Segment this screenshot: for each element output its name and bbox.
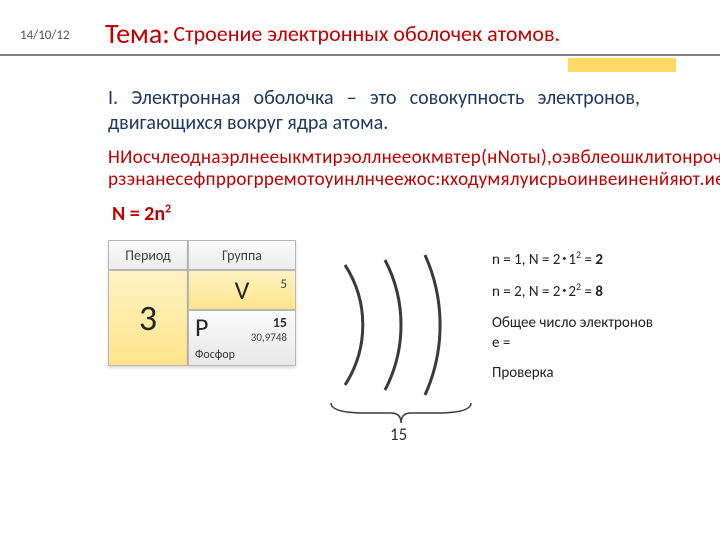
element-symbol: P bbox=[195, 311, 208, 343]
check-label: Проверка bbox=[492, 363, 702, 383]
calc-row-n1: n = 1, N = 2•12 = 2 bbox=[492, 248, 702, 270]
r2-prefix: n = 2, N = 2 bbox=[492, 283, 560, 301]
r1-mid: 1 bbox=[568, 251, 576, 269]
total-text: Общее число электронов bbox=[492, 314, 653, 332]
period-value: 3 bbox=[108, 270, 188, 366]
r1-prefix: n = 1, N = 2 bbox=[492, 251, 560, 269]
overlap-line-2: рзэнанесефпррогрремотоуинлнчеежос:кходум… bbox=[108, 168, 640, 191]
shell-arc-1 bbox=[345, 265, 363, 385]
calc-row-n2: n = 2, N = 2•22 = 8 bbox=[492, 280, 702, 302]
shell-arc-2 bbox=[385, 260, 401, 390]
electron-shells-diagram bbox=[320, 250, 480, 400]
group-roman: V bbox=[235, 274, 250, 306]
overlapped-red-text: НИосчлеоднаэрлнееыкмтирэоллнееокмвтер(нN… bbox=[108, 146, 640, 204]
total-electrons-label: Общее число электронов e = bbox=[492, 313, 702, 354]
shell-arc-3 bbox=[425, 255, 440, 395]
r1-result: 2 bbox=[595, 251, 603, 269]
r2-mid: 2 bbox=[568, 283, 576, 301]
atomic-number: 15 bbox=[273, 314, 287, 331]
r2-eq: = bbox=[581, 283, 595, 301]
slide-title: Тема: Строение электронных оболочек атом… bbox=[105, 16, 560, 51]
formula-n-eq-2n2: N = 2n2 bbox=[112, 202, 171, 226]
formula-base: N = 2n bbox=[112, 202, 165, 226]
element-name: Фосфор bbox=[195, 348, 235, 362]
title-underline bbox=[0, 54, 720, 56]
total-e: e = bbox=[492, 334, 510, 352]
element-cell: P 15 30,9748 Фосфор bbox=[188, 310, 296, 366]
title-rest: Строение электронных оболочек атомов. bbox=[173, 20, 560, 47]
r1-eq: = bbox=[581, 251, 595, 269]
accent-rectangle bbox=[568, 58, 676, 72]
calculations-column: n = 1, N = 2•12 = 2 n = 2, N = 2•22 = 8 … bbox=[492, 248, 702, 393]
brace-label: 15 bbox=[390, 424, 407, 445]
header-group: Группа bbox=[188, 240, 296, 270]
title-prefix: Тема: bbox=[105, 16, 170, 51]
header-period: Период bbox=[108, 240, 188, 270]
atomic-mass: 30,9748 bbox=[251, 331, 287, 344]
periodic-fragment: Период Группа 3 V 5 P 15 30,9748 Фосфор bbox=[108, 240, 296, 366]
formula-exponent: 2 bbox=[165, 202, 171, 216]
group-value: V 5 bbox=[188, 270, 296, 310]
overlap-line-1: НИосчлеоднаэрлнееыкмтирэоллнееокмвтер(нN… bbox=[108, 146, 640, 169]
slide-date: 14/10/12 bbox=[20, 28, 70, 43]
r2-result: 8 bbox=[595, 283, 603, 301]
group-superscript: 5 bbox=[280, 277, 287, 292]
definition-text: I. Электронная оболочка – это совокупнос… bbox=[108, 86, 640, 136]
